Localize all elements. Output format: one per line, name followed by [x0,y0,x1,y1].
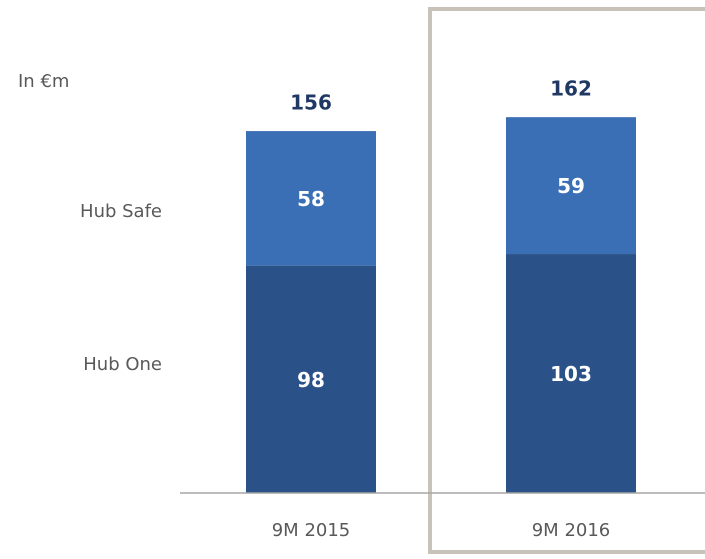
bar-segment [246,131,376,266]
bar-segment [506,117,636,255]
series-label: Hub Safe [80,201,162,222]
value-label: 58 [297,187,325,211]
bar-segment [246,265,376,493]
total-label: 156 [290,91,332,115]
unit-label: In €m [18,71,69,92]
value-label: 98 [297,368,325,392]
x-tick-label: 9M 2016 [532,520,611,541]
highlight-box [428,7,705,554]
bar-segment [506,254,636,493]
total-label: 162 [550,77,592,101]
x-tick-label: 9M 2015 [272,520,351,541]
value-label: 103 [550,362,592,386]
series-label: Hub One [83,354,162,375]
value-label: 59 [557,174,585,198]
